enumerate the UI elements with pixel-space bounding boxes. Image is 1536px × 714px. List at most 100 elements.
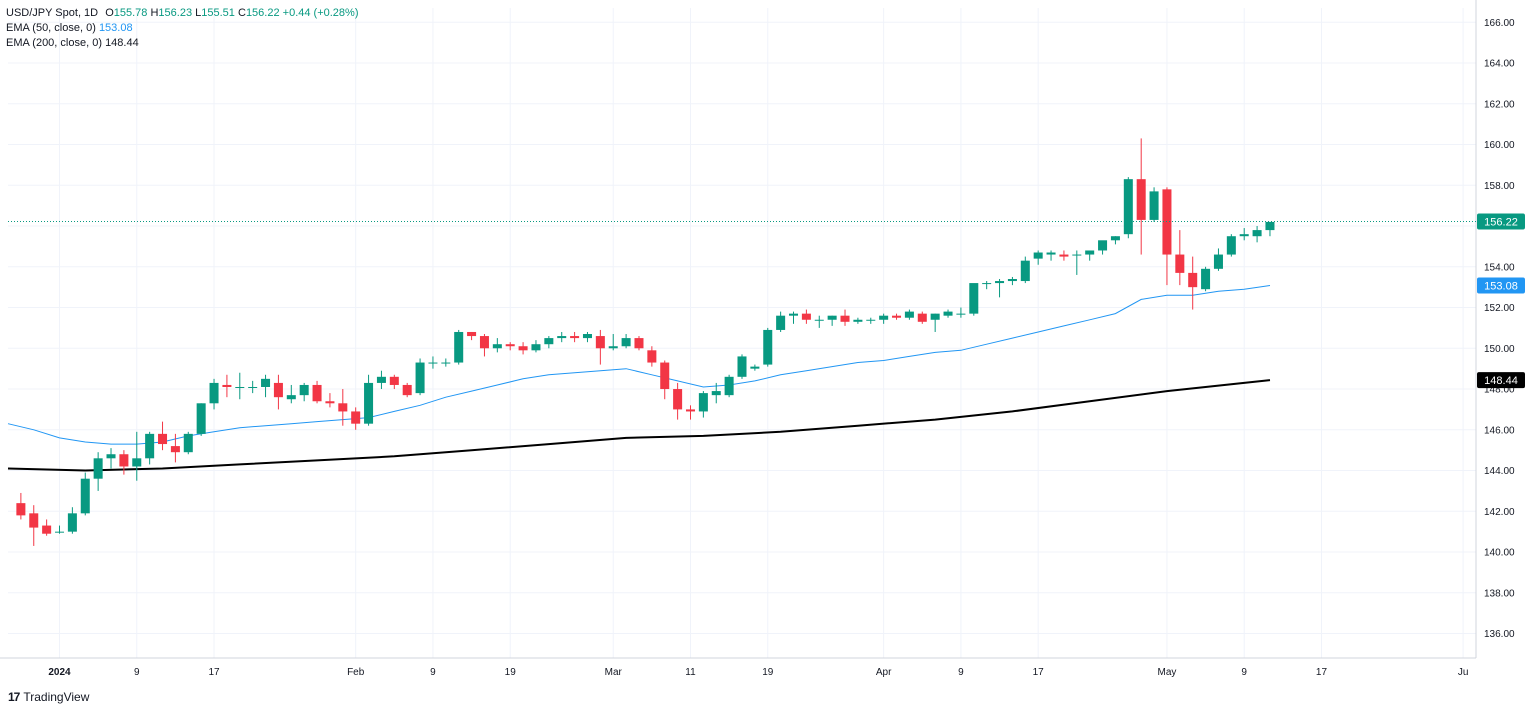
- candle-body[interactable]: [621, 338, 631, 347]
- candle-body[interactable]: [711, 391, 721, 396]
- candle-body[interactable]: [389, 376, 399, 385]
- candle-body[interactable]: [866, 319, 876, 321]
- candle-body[interactable]: [170, 446, 180, 453]
- candle-body[interactable]: [1085, 250, 1095, 255]
- candle-body[interactable]: [67, 513, 77, 532]
- candle-body[interactable]: [145, 433, 155, 459]
- candle-body[interactable]: [42, 525, 52, 534]
- candle-body[interactable]: [1149, 191, 1159, 220]
- candle-body[interactable]: [441, 362, 451, 364]
- candle-body[interactable]: [325, 401, 335, 404]
- candle-body[interactable]: [351, 411, 361, 424]
- candle-body[interactable]: [544, 338, 554, 345]
- candle-body[interactable]: [183, 433, 193, 453]
- ema200-legend[interactable]: EMA (200, close, 0) 148.44: [6, 36, 359, 51]
- symbol-title[interactable]: USD/JPY Spot, 1D: [6, 7, 99, 19]
- candle-body[interactable]: [1175, 254, 1185, 273]
- candle-body[interactable]: [454, 331, 464, 363]
- candle-body[interactable]: [557, 336, 567, 339]
- candle-body[interactable]: [776, 315, 786, 330]
- candle-body[interactable]: [737, 356, 747, 377]
- candle-body[interactable]: [1059, 254, 1069, 257]
- candle-body[interactable]: [1252, 230, 1262, 237]
- candle-body[interactable]: [1265, 221, 1275, 231]
- candle-body[interactable]: [364, 382, 374, 424]
- candle-body[interactable]: [428, 362, 438, 364]
- candle-body[interactable]: [1046, 252, 1056, 255]
- candle-body[interactable]: [879, 315, 889, 320]
- candle-body[interactable]: [570, 336, 580, 339]
- candle-body[interactable]: [930, 313, 940, 320]
- candle-body[interactable]: [467, 331, 477, 337]
- candle-body[interactable]: [853, 319, 863, 322]
- candle-body[interactable]: [1020, 260, 1030, 282]
- candle-body[interactable]: [892, 315, 902, 318]
- candle-body[interactable]: [789, 313, 799, 316]
- candle-body[interactable]: [698, 393, 708, 412]
- candle-body[interactable]: [1239, 234, 1249, 237]
- candle-body[interactable]: [840, 315, 850, 322]
- candle-body[interactable]: [158, 433, 168, 445]
- candle-body[interactable]: [261, 378, 271, 387]
- candle-body[interactable]: [93, 458, 103, 479]
- candle-body[interactable]: [917, 313, 927, 322]
- candle-body[interactable]: [196, 403, 206, 434]
- candle-body[interactable]: [132, 458, 142, 467]
- candle-body[interactable]: [1226, 236, 1236, 255]
- candle-body[interactable]: [969, 283, 979, 314]
- candle-body[interactable]: [16, 503, 26, 516]
- candle-body[interactable]: [1123, 179, 1133, 235]
- candle-body[interactable]: [1188, 272, 1198, 288]
- candle-body[interactable]: [209, 382, 219, 404]
- tradingview-logo[interactable]: 17 TradingView: [8, 690, 89, 704]
- candle-body[interactable]: [904, 311, 914, 318]
- candle-body[interactable]: [595, 336, 605, 349]
- candle-body[interactable]: [80, 478, 90, 514]
- candle-body[interactable]: [956, 313, 966, 315]
- candle-body[interactable]: [492, 344, 502, 349]
- candle-body[interactable]: [505, 344, 515, 347]
- candle-body[interactable]: [995, 281, 1005, 284]
- candle-body[interactable]: [685, 409, 695, 412]
- candle-body[interactable]: [943, 311, 953, 316]
- candle-body[interactable]: [1201, 268, 1211, 290]
- candle-body[interactable]: [827, 315, 837, 320]
- candle-body[interactable]: [55, 531, 65, 533]
- candle-body[interactable]: [750, 366, 760, 369]
- candle-body[interactable]: [647, 350, 657, 363]
- candle-body[interactable]: [1072, 254, 1082, 256]
- candle-body[interactable]: [982, 283, 992, 285]
- candle-body[interactable]: [634, 338, 644, 349]
- candle-body[interactable]: [801, 313, 811, 320]
- candle-body[interactable]: [763, 329, 773, 365]
- candle-body[interactable]: [608, 346, 618, 349]
- candle-body[interactable]: [402, 384, 412, 396]
- candle-body[interactable]: [29, 513, 39, 528]
- candle-body[interactable]: [673, 389, 683, 410]
- candle-body[interactable]: [1136, 179, 1146, 220]
- candle-body[interactable]: [415, 362, 425, 394]
- candle-body[interactable]: [248, 386, 258, 388]
- candle-body[interactable]: [479, 336, 489, 349]
- candle-body[interactable]: [724, 376, 734, 396]
- candle-body[interactable]: [582, 334, 592, 339]
- candle-body[interactable]: [299, 384, 309, 396]
- candle-body[interactable]: [660, 362, 670, 390]
- candle-body[interactable]: [518, 346, 528, 351]
- candle-body[interactable]: [1007, 279, 1017, 282]
- candle-body[interactable]: [814, 319, 824, 321]
- candle-body[interactable]: [1098, 240, 1108, 251]
- candle-body[interactable]: [376, 376, 386, 383]
- candle-body[interactable]: [286, 395, 296, 400]
- ema50-legend[interactable]: EMA (50, close, 0) 153.08: [6, 21, 359, 36]
- candle-body[interactable]: [119, 454, 129, 467]
- candle-body[interactable]: [222, 384, 232, 387]
- candle-body[interactable]: [273, 382, 283, 398]
- candle-body[interactable]: [531, 344, 541, 351]
- candle-body[interactable]: [1110, 236, 1120, 241]
- candle-body[interactable]: [106, 454, 116, 459]
- candle-body[interactable]: [235, 386, 245, 388]
- candle-body[interactable]: [312, 384, 322, 402]
- candle-body[interactable]: [338, 403, 348, 412]
